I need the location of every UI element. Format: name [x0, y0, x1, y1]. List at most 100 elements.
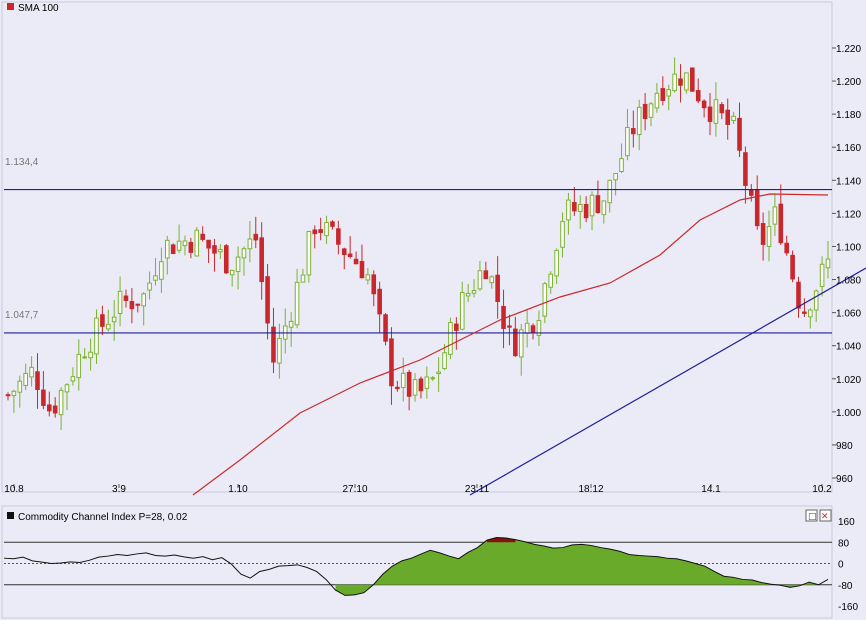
- candle-body: [802, 311, 807, 314]
- candle-body: [223, 245, 229, 274]
- candle-body: [448, 322, 453, 355]
- candle-body: [796, 281, 801, 309]
- candle-body: [82, 356, 87, 359]
- candle-body: [17, 380, 23, 393]
- candle-body: [241, 248, 247, 259]
- cci-y-tick-label: 80: [838, 538, 850, 549]
- candle-body: [642, 103, 648, 120]
- y-tick-label: 1.100: [836, 242, 861, 253]
- candle-body: [330, 221, 335, 227]
- cci-legend-swatch: [7, 512, 14, 519]
- candle-body: [395, 386, 400, 390]
- candle-body: [64, 384, 70, 393]
- candle-body: [46, 404, 52, 412]
- candle-body: [229, 269, 235, 276]
- candles-group: [5, 57, 831, 430]
- candle-body: [518, 329, 524, 358]
- candle-body: [318, 229, 323, 233]
- candle-body: [100, 314, 105, 327]
- cci-y-tick-label: 0: [838, 560, 844, 571]
- candle-body: [784, 242, 790, 254]
- candle-body: [808, 309, 813, 318]
- candle-body: [76, 353, 82, 379]
- cci-panel-frame: [1, 505, 833, 619]
- candle-body: [442, 352, 447, 369]
- x-tick-label: 23.11: [465, 484, 490, 495]
- candle-body: [188, 241, 194, 253]
- candle-body: [825, 258, 831, 269]
- candle-body: [737, 117, 742, 151]
- candle-body: [743, 152, 748, 186]
- candle-body: [454, 323, 459, 331]
- candle-body: [666, 89, 672, 97]
- candle-body: [560, 221, 565, 248]
- candle-body: [524, 322, 530, 334]
- candle-body: [465, 292, 471, 297]
- candle-body: [601, 200, 607, 216]
- candle-body: [182, 240, 188, 247]
- sma-legend-label: SMA 100: [18, 3, 59, 14]
- candle-body: [406, 371, 412, 397]
- candle-body: [336, 228, 341, 245]
- hline-label-upper: 1.134,4: [5, 157, 39, 168]
- trend-line[interactable]: [469, 267, 866, 496]
- candle-body: [766, 226, 772, 247]
- candle-body: [5, 394, 11, 397]
- candle-body: [589, 194, 595, 217]
- candle-body: [660, 88, 666, 101]
- x-tick-label: 1.10: [228, 484, 248, 495]
- sma-100-line[interactable]: [192, 193, 829, 496]
- y-tick-label: 1.200: [836, 77, 861, 88]
- candle-body: [654, 92, 660, 109]
- candle-body: [760, 223, 766, 245]
- candle-body: [619, 158, 624, 172]
- cci-y-tick-label: 160: [838, 517, 855, 528]
- x-tick-label: 10.8: [4, 484, 24, 495]
- x-tick-label: 18.12: [578, 484, 603, 495]
- candle-body: [684, 72, 689, 91]
- candle-body: [218, 248, 223, 253]
- candle-body: [259, 237, 264, 283]
- close-icon-glyph: ✕: [821, 512, 829, 522]
- candle-body: [212, 245, 217, 254]
- candle-body: [695, 90, 701, 102]
- candle-body: [253, 233, 259, 241]
- x-tick-label: 14.1: [701, 484, 721, 495]
- candle-body: [542, 283, 548, 317]
- candle-body: [123, 295, 129, 301]
- candle-body: [400, 372, 406, 388]
- candle-body: [536, 320, 542, 336]
- candle-body: [754, 190, 760, 227]
- cci-plot: [3, 536, 832, 596]
- y-axis-ticks: 1.220 1.200 1.180 1.160 1.140 1.120 1.100 1.080…: [832, 44, 861, 485]
- cci-line[interactable]: [3, 536, 829, 596]
- candle-body: [265, 276, 270, 324]
- y-tick-label: 1.060: [836, 309, 861, 320]
- candle-body: [418, 378, 424, 392]
- candle-body: [412, 379, 418, 396]
- candle-body: [288, 320, 294, 328]
- sma-legend-swatch: [7, 3, 14, 10]
- candle-body: [359, 260, 365, 279]
- candle-body: [471, 289, 477, 294]
- candle-body: [424, 376, 430, 389]
- cci-y-tick-label: -80: [838, 581, 853, 592]
- candle-body: [672, 73, 677, 92]
- y-tick-label: 1.040: [836, 342, 861, 353]
- candle-body: [377, 288, 382, 315]
- cci-expand-button[interactable]: □: [805, 509, 818, 522]
- candle-body: [648, 103, 654, 118]
- cci-y-tick-label: -160: [838, 602, 858, 613]
- overlays-group: [4, 188, 866, 496]
- cci-y-axis-ticks: 160 80 0 -80 -160: [838, 517, 858, 613]
- expand-icon-glyph: □: [808, 512, 817, 522]
- expand-icon[interactable]: [805, 509, 818, 522]
- candle-body: [371, 274, 377, 295]
- y-tick-label: 1.080: [836, 276, 861, 287]
- candle-body: [731, 115, 736, 122]
- candle-body: [707, 106, 713, 122]
- cci-close-button[interactable]: ✕: [819, 509, 832, 522]
- candle-body: [772, 206, 778, 225]
- close-icon[interactable]: [819, 509, 832, 522]
